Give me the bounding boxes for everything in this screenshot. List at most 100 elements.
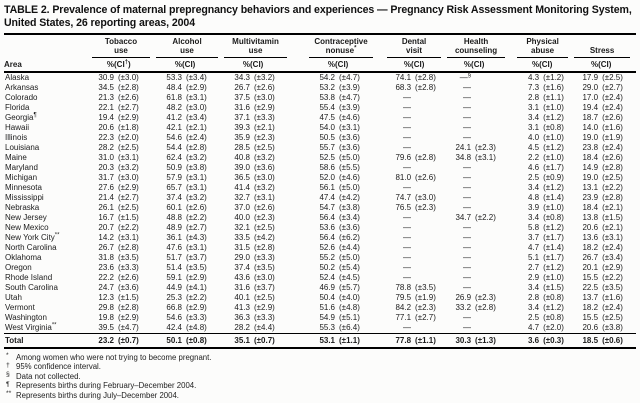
column-group-label: Contraceptive nonuse* (309, 37, 374, 58)
ci-cell: (±1.1) (411, 332, 448, 349)
percent-cell: 40.0 (234, 212, 250, 222)
percent-cell: 2.8 (527, 92, 540, 102)
percent-cell: 77.1 (395, 312, 412, 322)
percent-cell: — (463, 232, 472, 242)
percent-cell: 30.3 (447, 332, 472, 349)
ci-cell (471, 283, 517, 293)
percent-cell: 23.6 (98, 262, 114, 272)
percent-cell: 13.1 (582, 182, 599, 192)
ci-cell: (±2.0) (543, 322, 564, 332)
ci-cell (411, 213, 447, 223)
ci-cell: (±3.0) (186, 102, 207, 112)
ci-cell: (±2.7) (118, 192, 139, 202)
ci-cell: (±0.8) (543, 312, 564, 322)
ci-cell (471, 113, 517, 123)
percent-cell: 2.5 (527, 172, 540, 182)
percent-cell: 48.4 (166, 82, 182, 92)
area-cell: Florida (5, 102, 30, 112)
percent-cell: 53.3 (166, 72, 182, 82)
percent-cell: 19.4 (582, 102, 599, 112)
ci-cell: (±1.9) (602, 132, 623, 142)
ci-cell: (±5.4) (339, 262, 360, 272)
footnote-marker: * (354, 45, 357, 52)
ci-header: (CI) (471, 57, 518, 73)
ci-cell: (±5.0) (339, 152, 360, 162)
table-row: Mississippi 21.4 (±2.7) 37.4 (±3.2) 32.7 (±3.1… (4, 193, 636, 203)
percent-cell: 20.6 (582, 322, 599, 332)
ci-cell: (±3.1) (254, 192, 275, 202)
ci-cell: (±3.4) (186, 112, 207, 122)
area-cell: New Mexico (5, 222, 49, 232)
percent-cell: — (403, 222, 412, 232)
percent-cell: 26.7 (98, 242, 114, 252)
footnote: ¶ Represents births during February–Decem… (4, 381, 636, 391)
percent-cell: — (403, 182, 412, 192)
percent-cell: 84.2 (395, 302, 412, 312)
percent-cell: 2.7 (527, 262, 540, 272)
ci-cell: (±2.9) (602, 262, 623, 272)
footnote-marker: † (124, 59, 129, 66)
area-cell: Alaska (5, 72, 30, 82)
ci-cell: (±3.6) (339, 132, 360, 142)
ci-cell: (±2.9) (118, 182, 139, 192)
percent-cell: — (463, 272, 472, 282)
percent-header: % (92, 57, 114, 73)
percent-cell: 54.6 (166, 312, 182, 322)
ci-cell (411, 143, 447, 153)
ci-cell: (±3.9) (339, 82, 360, 92)
percent-cell: 20.1 (582, 262, 599, 272)
table-row: Utah 12.3 (±1.5) 25.3 (±2.2) 40.1 (±2.5) 50.4 (±… (4, 293, 636, 303)
ci-cell: (±0.6) (598, 332, 637, 349)
footnote: ** Represents births during July–December… (4, 390, 636, 400)
ci-cell: (±5.1) (339, 312, 360, 322)
percent-cell: 48.2 (166, 102, 182, 112)
area-cell: New York City** (5, 232, 60, 242)
percent-cell: 50.1 (156, 332, 182, 349)
percent-cell: 4.3 (527, 72, 540, 82)
area-cell: Vermont (5, 302, 35, 312)
ci-cell: (±1.2) (543, 262, 564, 272)
ci-cell: (±1.6) (602, 122, 623, 132)
ci-cell: (±2.4) (602, 242, 623, 252)
percent-cell: — (403, 112, 412, 122)
percent-cell: — (463, 82, 472, 92)
ci-cell: (±2.8) (186, 142, 207, 152)
ci-cell: (±2.5) (602, 312, 623, 322)
total-row: Total 23.2 (±0.7) 50.1 (±0.8) 35.1 (±0.7) 53.1(… (4, 332, 637, 349)
percent-cell: 42.4 (166, 322, 182, 332)
ci-cell: (±2.6) (602, 112, 623, 122)
percent-cell: 31.6 (234, 282, 250, 292)
area-cell: Oregon (5, 262, 32, 272)
ci-cell: (±0.9) (543, 172, 564, 182)
ci-cell: (±4.6) (339, 172, 360, 182)
area-cell: Hawaii (5, 122, 30, 132)
percent-cell: 18.2 (582, 302, 599, 312)
ci-cell: (±3.2) (254, 152, 275, 162)
footnote-marker: ** (54, 232, 60, 239)
percent-cell: 48.8 (166, 212, 182, 222)
ci-cell: (±3.1) (475, 152, 496, 162)
percent-cell: 56.1 (319, 182, 336, 192)
ci-cell: (±2.5) (254, 142, 275, 152)
ci-cell: (±1.1) (543, 92, 564, 102)
ci-cell: (±2.8) (602, 192, 623, 202)
percent-cell: 23.8 (582, 142, 599, 152)
percent-cell: 4.8 (527, 192, 540, 202)
percent-cell: 19.4 (98, 112, 114, 122)
table-row: Maryland 20.3 (±3.2) 50.9 (±3.8) 39.0 (±3.6) 58… (4, 163, 636, 173)
ci-cell: (±3.3) (186, 312, 207, 322)
ci-cell (471, 243, 517, 253)
percent-cell: 58.6 (319, 162, 336, 172)
ci-header: (CI) (250, 57, 310, 73)
table-row: South Carolina 24.7 (±3.6) 44.9 (±4.1) 31.6 (±… (4, 283, 636, 293)
percent-cell: 15.5 (582, 312, 599, 322)
percent-cell: 17.0 (582, 92, 599, 102)
percent-cell: 3.1 (527, 122, 540, 132)
ci-cell: (±3.1) (186, 92, 207, 102)
ci-cell: (±0.7) (250, 332, 310, 349)
percent-cell: 56.4 (319, 232, 336, 242)
ci-cell: (±2.6) (118, 92, 139, 102)
ci-cell: (±2.4) (602, 102, 623, 112)
percent-cell: — (463, 322, 472, 332)
ci-cell (471, 193, 517, 203)
